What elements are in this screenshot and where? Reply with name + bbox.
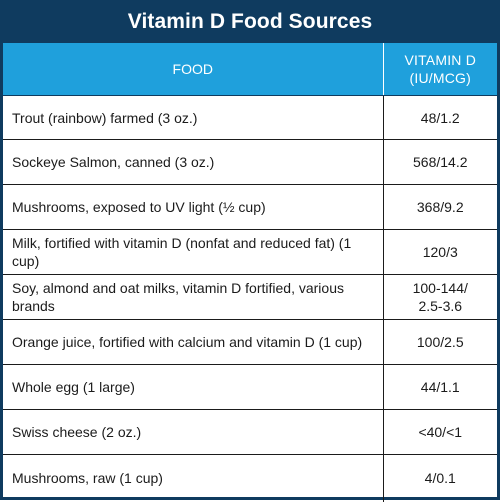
table-row: Whole egg (1 large) 44/1.1: [3, 364, 497, 410]
vitamin-cell-line2: 2.5-3.6: [418, 298, 463, 314]
food-cell: Soy, almond and oat milks, vitamin D for…: [3, 274, 384, 320]
table-header-row: FOOD VITAMIN D (IU/MCG): [3, 43, 497, 96]
table-row: Mushrooms, raw (1 cup) 4/0.1: [3, 454, 497, 502]
food-cell: Swiss cheese (2 oz.): [3, 409, 384, 455]
food-cell: Whole egg (1 large): [3, 364, 384, 410]
food-cell: Trout (rainbow) farmed (3 oz.): [3, 95, 384, 140]
table-row: Orange juice, fortified with calcium and…: [3, 319, 497, 365]
food-cell: Sockeye Salmon, canned (3 oz.): [3, 139, 384, 185]
vitamin-cell: 100/2.5: [383, 319, 497, 365]
column-header-vitamin-d: VITAMIN D (IU/MCG): [383, 43, 497, 96]
table-row: Swiss cheese (2 oz.) <40/<1: [3, 409, 497, 455]
vitamin-cell: 100-144/ 2.5-3.6: [383, 274, 497, 320]
vitamin-cell: 568/14.2: [383, 139, 497, 185]
food-cell: Milk, fortified with vitamin D (nonfat a…: [3, 229, 384, 275]
table-title: Vitamin D Food Sources: [3, 0, 497, 43]
vitamin-cell: 4/0.1: [424, 470, 456, 487]
vitamin-cell: 120/3: [383, 229, 497, 275]
vitamin-cell-line1: 100-144/: [412, 280, 468, 296]
vitamin-cell: 44/1.1: [383, 364, 497, 410]
table-row: Milk, fortified with vitamin D (nonfat a…: [3, 229, 497, 275]
table-row: Trout (rainbow) farmed (3 oz.) 48/1.2: [3, 95, 497, 140]
column-header-vitamin-d-line2: (IU/MCG): [409, 70, 471, 86]
vitamin-cell: <40/<1: [383, 409, 497, 455]
column-header-food: FOOD: [3, 43, 384, 96]
vitamin-cell: 368/9.2: [383, 184, 497, 230]
food-cell: Orange juice, fortified with calcium and…: [3, 319, 384, 365]
table-row: Mushrooms, exposed to UV light (½ cup) 3…: [3, 184, 497, 230]
table-row: Sockeye Salmon, canned (3 oz.) 568/14.2: [3, 139, 497, 185]
food-cell: Mushrooms, exposed to UV light (½ cup): [3, 184, 384, 230]
column-header-vitamin-d-line1: VITAMIN D: [404, 52, 477, 68]
vitamin-d-table: FOOD VITAMIN D (IU/MCG) Trout (rainbow) …: [3, 43, 497, 502]
food-cell: Mushrooms, raw (1 cup): [3, 454, 384, 502]
vitamin-cell: 48/1.2: [383, 95, 497, 140]
table-row: Soy, almond and oat milks, vitamin D for…: [3, 274, 497, 320]
